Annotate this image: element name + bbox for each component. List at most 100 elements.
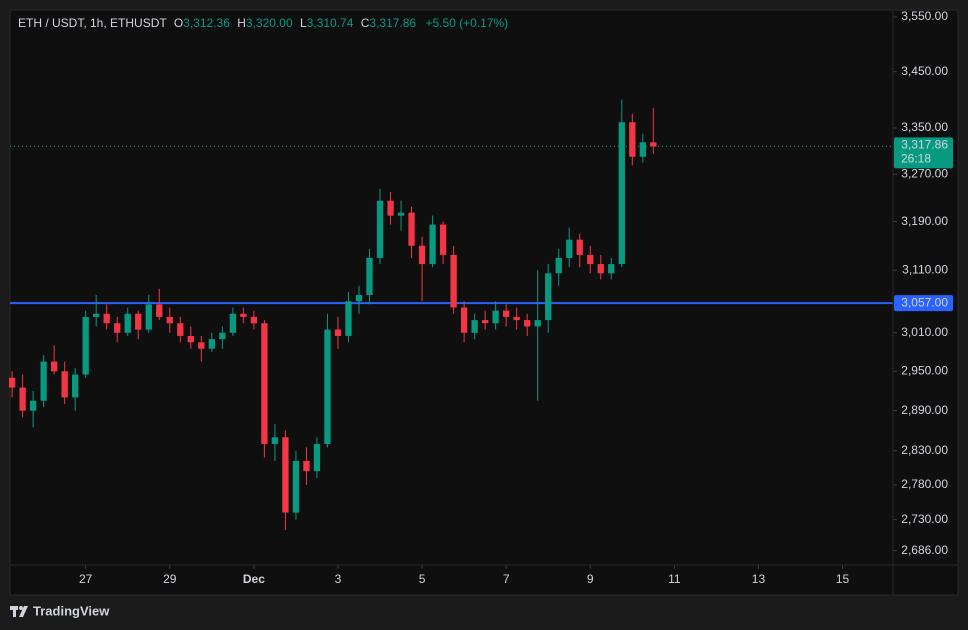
- candle-body: [524, 320, 531, 327]
- candle-body: [61, 371, 68, 398]
- brand-logo[interactable]: TradingView: [10, 603, 110, 618]
- ohlc-key: C: [361, 16, 370, 30]
- y-tick-label: 3,010.00: [901, 325, 948, 339]
- candle-body: [145, 304, 152, 330]
- ohlc-value: 3,320.00: [246, 16, 293, 30]
- candle-body: [460, 307, 468, 333]
- candle-body: [229, 313, 237, 333]
- y-tick-label: 2,890.00: [901, 403, 948, 417]
- logo-shape: [19, 606, 23, 610]
- candle-body: [261, 323, 268, 445]
- candle-body: [618, 122, 625, 265]
- y-tick-label: 3,450.00: [901, 64, 948, 78]
- candle-body: [639, 142, 646, 157]
- change: +5.50 (+0.17%): [425, 16, 508, 30]
- x-tick-label: 29: [163, 572, 177, 586]
- candle-body: [534, 320, 541, 327]
- candle-body: [292, 460, 300, 513]
- candle-body: [450, 254, 457, 308]
- x-tick-label: 15: [836, 572, 850, 586]
- y-tick-label: 3,190.00: [901, 214, 948, 228]
- candle-body: [313, 444, 321, 472]
- candle-body: [187, 335, 194, 343]
- y-tick-label: 2,950.00: [901, 363, 948, 377]
- candle-body: [587, 254, 594, 265]
- candle-body: [19, 387, 26, 411]
- x-tick-label: 27: [79, 572, 93, 586]
- candle-body: [135, 313, 142, 330]
- candle-body: [397, 212, 405, 216]
- x-tick-label: 11: [668, 572, 681, 586]
- y-tick-label: 2,830.00: [901, 443, 948, 457]
- candle-body: [576, 239, 583, 255]
- candle-body: [240, 313, 247, 317]
- ohlc-value: 3,310.74: [307, 16, 354, 30]
- candle-body: [29, 400, 37, 411]
- plot-area: [8, 99, 893, 531]
- candle-body: [271, 437, 279, 445]
- candle-body: [250, 316, 258, 324]
- candle-body: [50, 361, 58, 372]
- candle-body: [629, 122, 636, 157]
- candle-body: [387, 200, 394, 216]
- candle-body: [303, 460, 310, 472]
- candle-body: [103, 313, 110, 324]
- candle-body: [282, 437, 289, 513]
- ohlc-key: L: [300, 16, 307, 30]
- y-tick-label: 2,780.00: [901, 477, 948, 491]
- logo-shape: [13, 606, 16, 617]
- candle-body: [82, 316, 89, 375]
- candle-body: [72, 374, 79, 398]
- header: ETH / USDT, 1h, ETHUSDT O3,312.36 H3,320…: [18, 16, 508, 30]
- candle-body: [177, 323, 184, 336]
- candle-body: [8, 377, 16, 388]
- candle-body: [93, 313, 100, 317]
- ohlc-value: 3,312.36: [183, 16, 230, 30]
- ohlc-value: 3,317.86: [369, 16, 416, 30]
- candle-body: [608, 264, 615, 274]
- candle-body: [408, 212, 415, 246]
- y-tick-label: 3,270.00: [901, 166, 948, 180]
- candle-body: [355, 294, 363, 302]
- last-price-label: 3,317.86: [901, 138, 948, 152]
- x-tick-label: 13: [752, 572, 766, 586]
- candle-body: [492, 310, 499, 324]
- level-tag: [894, 295, 953, 312]
- candle-body: [439, 224, 447, 255]
- candle-body: [481, 320, 489, 324]
- y-tick-label: 3,110.00: [902, 262, 948, 276]
- candle-body: [345, 301, 352, 336]
- candle-body: [166, 316, 173, 324]
- y-tick-label: 2,686.00: [901, 543, 948, 557]
- candle-body: [555, 257, 562, 274]
- candle-body: [324, 329, 331, 445]
- candle-body: [334, 329, 342, 336]
- candle-body: [513, 316, 520, 321]
- candle-body: [597, 264, 604, 274]
- candle-body: [650, 142, 657, 147]
- candle-body: [545, 273, 552, 321]
- candle-body: [366, 257, 373, 295]
- last-price-tag: [894, 137, 953, 169]
- candle-body: [566, 239, 573, 258]
- y-tick-label: 2,730.00: [901, 512, 948, 526]
- candle-body: [471, 320, 478, 333]
- countdown-label: 26:18: [901, 152, 931, 166]
- y-tick-label: 3,350.00: [901, 120, 948, 134]
- x-tick-label: 3: [335, 572, 342, 586]
- candle-body: [156, 304, 163, 317]
- ohlc-key: O: [174, 16, 183, 30]
- candle-body: [429, 224, 436, 265]
- ohlc-key: H: [237, 16, 246, 30]
- candle-body: [198, 342, 205, 349]
- candle-body: [418, 245, 426, 265]
- axes: 3,550.00 3,450.00 3,350.00 3,270.00 3,190.00…: [79, 9, 953, 586]
- candle-body: [114, 323, 121, 333]
- x-tick-label: Dec: [243, 572, 265, 586]
- logo-shape: [19, 606, 28, 617]
- candle-body: [208, 339, 215, 349]
- brand: TradingView: [33, 603, 110, 618]
- candle-body: [376, 200, 384, 258]
- level-tag-label: 3,057.00: [901, 295, 948, 309]
